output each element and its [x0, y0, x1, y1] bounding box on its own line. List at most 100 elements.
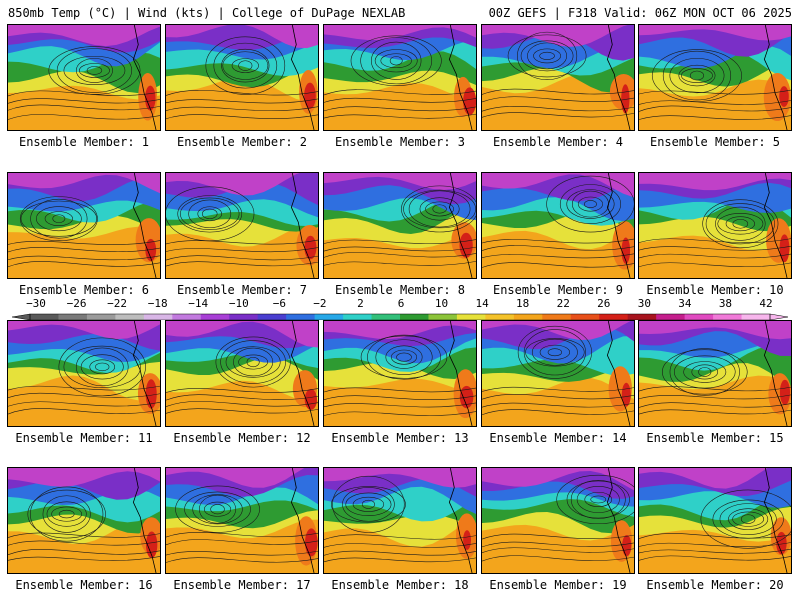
wind-contour	[166, 532, 318, 538]
colorbar-arrow-right	[769, 313, 788, 320]
wind-contour	[8, 408, 160, 415]
wind-contour	[220, 340, 286, 384]
wind-contour	[639, 409, 791, 415]
coastline	[132, 321, 157, 426]
colorbar-segment	[86, 314, 116, 320]
colorbar-segment	[656, 314, 686, 320]
wind-contour	[390, 349, 418, 365]
wind-contour	[689, 70, 705, 81]
colorbar-tick-label: 10	[434, 297, 449, 310]
wind-contour	[175, 485, 260, 533]
wind-contour	[361, 499, 375, 509]
hot-core	[145, 238, 157, 262]
hot-core	[459, 232, 473, 258]
wind-contour	[324, 246, 476, 252]
wind-contour	[639, 253, 791, 259]
wind-contour	[199, 494, 237, 524]
temperature-colorbar	[12, 300, 788, 320]
colorbar-tick-label: 26	[597, 297, 611, 310]
wind-contour	[352, 496, 385, 512]
ensemble-member-label: Ensemble Member: 17	[173, 578, 311, 592]
coastline	[448, 321, 473, 426]
wind-contour	[482, 547, 634, 553]
wind-contour	[482, 555, 634, 562]
colorbar-segment	[371, 314, 401, 320]
wind-contour	[184, 491, 251, 527]
wind-contour	[221, 48, 270, 83]
colorbar-tick-label: 18	[516, 297, 530, 310]
wind-contour	[8, 261, 160, 268]
wind-contour	[166, 401, 318, 407]
ensemble-map-panel	[323, 320, 477, 427]
wind-contour	[482, 402, 634, 408]
wind-contour	[63, 345, 141, 389]
wind-contour	[203, 501, 232, 517]
colorbar-segment	[343, 314, 373, 320]
ensemble-map-panel	[323, 24, 477, 131]
wind-contour	[371, 41, 422, 80]
colorbar-tick-label: −30	[26, 297, 46, 310]
wind-contour	[651, 49, 743, 102]
ensemble-map-panel	[481, 467, 635, 574]
colorbar-segment	[400, 314, 429, 320]
wind-contour	[482, 96, 634, 103]
colorbar-tick-label: −14	[188, 297, 209, 310]
ensemble-member-label: Ensemble Member: 19	[489, 578, 627, 592]
temperature-band	[166, 321, 318, 348]
wind-contour	[324, 113, 476, 119]
ensemble-map-panel	[7, 24, 161, 131]
colorbar-tick-label: 22	[556, 297, 570, 310]
wind-contour	[27, 489, 106, 539]
wind-contour	[482, 409, 634, 416]
wind-contour	[681, 68, 713, 83]
wind-contour	[238, 60, 253, 71]
ensemble-map-panel	[638, 172, 792, 279]
wind-contour	[715, 206, 766, 241]
wind-contour	[332, 475, 405, 533]
wind-contour	[556, 474, 634, 525]
wind-contour	[639, 555, 791, 561]
wind-contour	[188, 199, 232, 229]
ensemble-member-label: Ensemble Member: 16	[15, 578, 153, 592]
wind-contour	[8, 401, 160, 407]
wind-contour	[482, 262, 634, 268]
wind-contour	[215, 336, 291, 388]
temperature-band	[166, 25, 318, 49]
hot-core	[779, 86, 789, 107]
wind-contour	[740, 514, 756, 524]
wind-contour	[482, 112, 634, 118]
wind-contour	[324, 557, 476, 563]
temperature-band	[8, 25, 160, 47]
wind-contour	[683, 361, 727, 383]
wind-contour	[225, 346, 281, 378]
wind-contour	[584, 491, 613, 507]
colorbar-segment	[713, 314, 743, 320]
wind-contour	[559, 184, 622, 224]
hot-core	[145, 379, 157, 409]
wind-contour	[35, 206, 82, 232]
wind-contour	[8, 532, 160, 538]
wind-contour	[8, 104, 160, 111]
colorbar-tick-label: −22	[107, 297, 128, 310]
wind-contour	[80, 354, 124, 380]
hot-core	[304, 82, 316, 109]
colorbar-segment	[286, 314, 316, 320]
wind-contour	[705, 203, 775, 245]
wind-contour	[75, 58, 113, 83]
wind-contour	[527, 42, 568, 70]
wind-contour	[732, 218, 749, 229]
colorbar-tick-label: 2	[357, 297, 364, 310]
wind-contour	[669, 348, 740, 396]
temperature-band	[639, 468, 791, 489]
wind-contour	[8, 540, 160, 546]
wind-contour	[8, 392, 160, 398]
coastline	[132, 25, 157, 130]
wind-contour	[401, 185, 476, 233]
wind-contour	[324, 106, 476, 112]
wind-contour	[324, 239, 476, 244]
wind-contour	[166, 388, 318, 393]
wind-contour	[180, 197, 240, 230]
coastline	[290, 468, 315, 573]
wind-contour	[639, 238, 791, 243]
colorbar-segment	[143, 314, 173, 320]
